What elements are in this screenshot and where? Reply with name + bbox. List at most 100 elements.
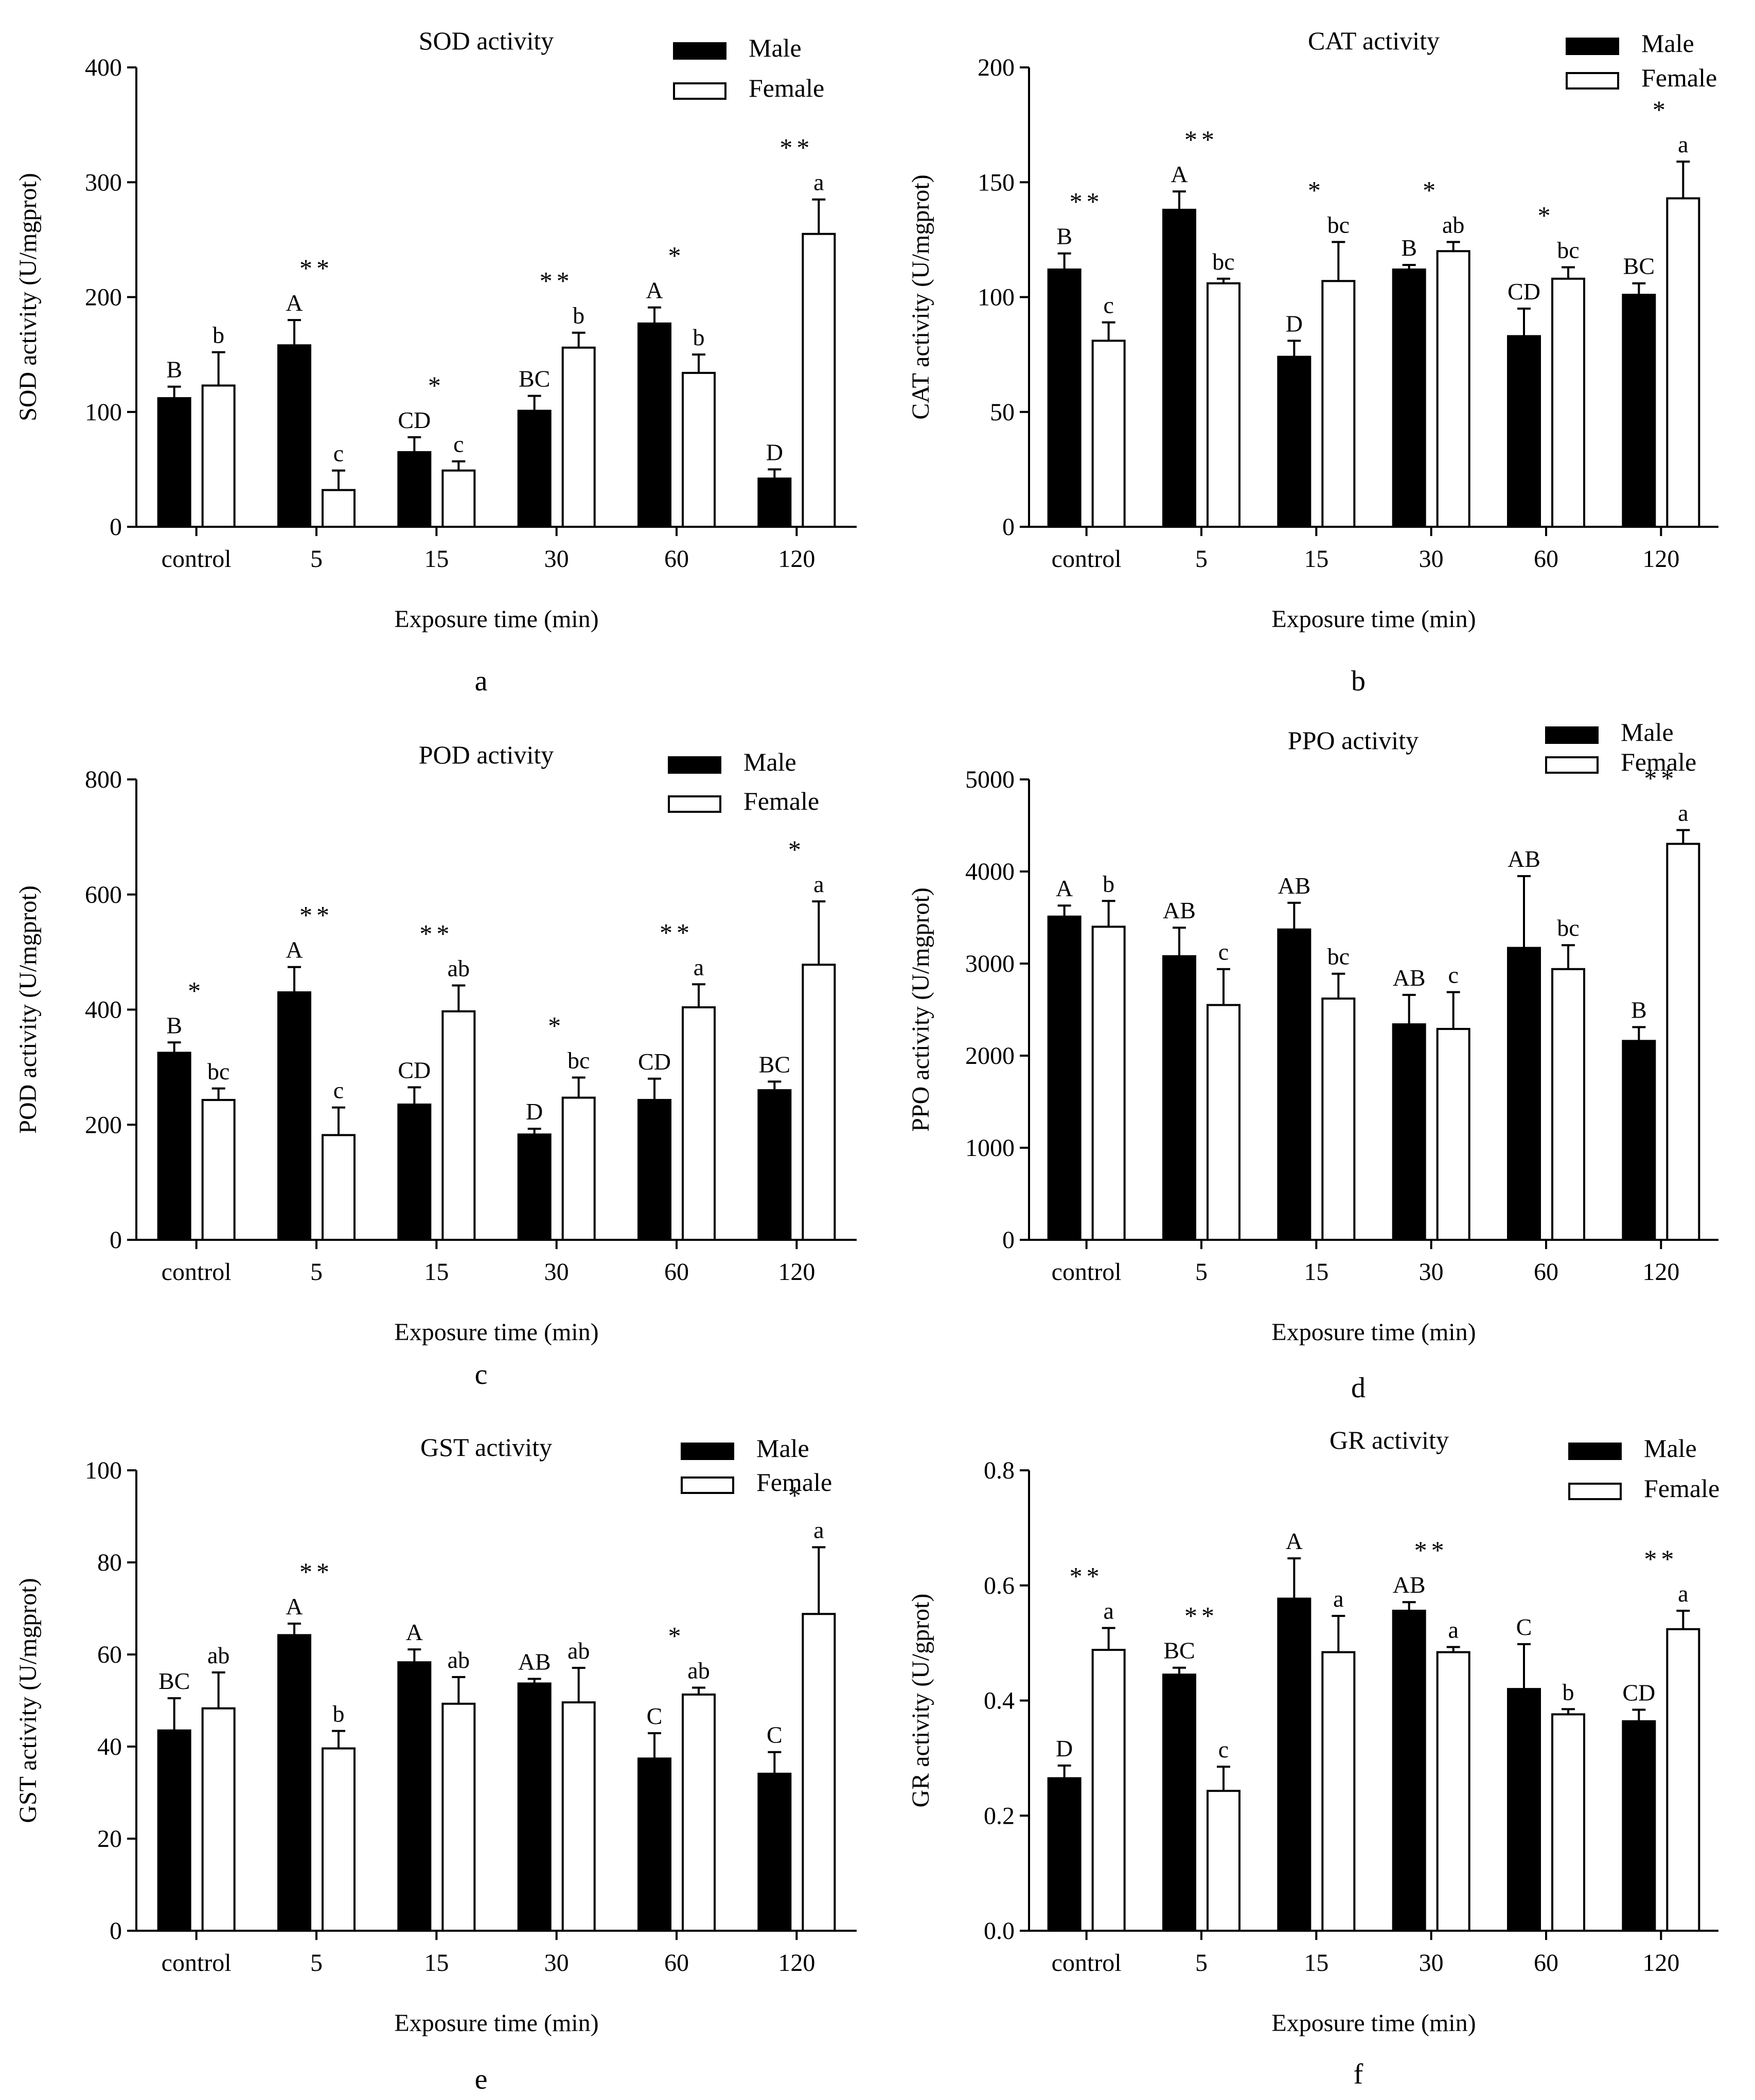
significance-stars: ** [1644,1544,1678,1573]
significance-letter: c [1218,939,1229,965]
female-bar [682,1693,716,1932]
significance-stars: ** [1184,1601,1218,1630]
y-tick-label: 0 [110,1917,122,1945]
significance-stars: ** [1070,187,1104,216]
x-tick-label: 15 [1304,1258,1328,1286]
female-bar [1207,1790,1240,1932]
x-axis-label: Exposure time (min) [394,606,598,633]
significance-stars: * [548,1011,565,1040]
significance-letter: a [1678,1580,1688,1607]
significance-letter: b [1563,1679,1574,1705]
significance-letter: c [453,431,464,457]
x-tick-label: 5 [1195,1258,1208,1286]
male-bar [1507,947,1541,1241]
y-tick-label: 0.0 [984,1917,1015,1945]
significance-letter: BC [1163,1638,1195,1664]
significance-stars: ** [1184,125,1218,154]
y-tick-label: 600 [85,881,122,909]
x-tick-label: 120 [778,545,815,573]
panel-label: f [1354,2058,1363,2090]
female-bar [1091,926,1126,1241]
x-tick-label: 60 [664,1949,689,1977]
significance-letter: b [573,302,584,329]
female-legend-swatch [1566,72,1619,90]
significance-stars: * [1308,175,1325,204]
male-bar [157,1729,191,1932]
significance-letter: C [647,1703,663,1729]
significance-letter: a [1678,131,1688,157]
x-tick-label: 30 [1419,1949,1444,1977]
female-legend-swatch [1545,756,1599,774]
significance-letter: bc [1327,944,1350,970]
y-tick-label: 0 [110,513,122,541]
significance-letter: CD [398,1057,431,1083]
x-tick-label: 60 [664,1258,689,1286]
significance-letter: BC [158,1668,190,1694]
female-bar [682,371,716,528]
significance-letter: BC [519,365,550,391]
significance-letter: bc [568,1047,590,1074]
significance-letter: B [166,357,182,383]
x-tick-label: 30 [544,545,569,573]
male-legend-swatch [1566,38,1619,55]
significance-stars: * [188,976,205,1005]
male-bar [1392,1609,1426,1932]
significance-letter: c [1448,962,1458,988]
x-tick-label: 60 [1534,545,1558,573]
x-tick-label: control [162,1949,232,1977]
chart-panel-d: 0 1000 2000 3000 4000 5000 control A b 5 AB c 15 AB bc… [907,718,1718,1404]
legend-label: Female [756,1468,832,1497]
legend: Male Female [673,33,824,102]
y-tick-label: 0 [1002,1226,1015,1254]
x-tick-label: 15 [1304,545,1328,573]
x-axis-label: Exposure time (min) [394,2009,598,2037]
significance-letter: a [1103,1598,1113,1624]
legend-label: Female [749,74,824,102]
female-bar [802,233,836,528]
male-bar [1507,335,1541,528]
significance-letter: CD [398,407,431,433]
female-bar [322,1134,356,1241]
male-legend-swatch [1568,1443,1622,1460]
y-tick-label: 4000 [965,858,1015,885]
significance-letter: A [1056,875,1073,901]
significance-letter: ab [568,1638,590,1664]
female-bar [1551,968,1585,1241]
female-bar [1551,277,1585,528]
legend-label: Female [743,787,819,815]
female-bar [441,1010,476,1241]
female-legend-swatch [673,82,726,100]
significance-letter: B [1056,223,1072,250]
x-tick-label: 30 [544,1949,569,1977]
significance-letter: AB [1278,873,1310,899]
female-bar [1321,280,1356,528]
legend-label: Male [756,1434,809,1463]
y-tick-label: 200 [85,1111,122,1138]
significance-letter: CD [1622,1679,1655,1705]
female-bar [1091,1649,1126,1932]
x-axis-label: Exposure time (min) [1271,606,1476,633]
significance-letter: C [767,1722,783,1748]
x-tick-label: 120 [778,1258,815,1286]
significance-letter: b [1103,870,1114,897]
male-legend-swatch [681,1443,734,1460]
male-bar [397,1104,432,1241]
male-legend-swatch [673,42,726,60]
chart-panel-f: 0.00.20.40.60.8controlDa**5BCc**15Aa30AB… [907,1426,1719,2090]
significance-stars: * [1653,95,1670,124]
significance-stars: ** [779,133,813,162]
x-tick-label: 5 [310,1258,323,1286]
significance-stars: ** [1644,763,1678,792]
female-bar [322,489,356,528]
y-tick-label: 1000 [965,1134,1015,1162]
female-legend-swatch [681,1476,734,1494]
x-tick-label: 15 [424,1258,449,1286]
significance-letter: b [333,1701,345,1727]
y-tick-label: 2000 [965,1042,1015,1070]
y-axis-label: PPO activity (U/mgprot) [907,887,934,1132]
male-bar [157,1052,191,1241]
chart-title: PPO activity [1288,726,1419,755]
male-bar [757,477,792,528]
legend-label: Male [749,33,802,62]
significance-letter: c [333,440,344,467]
